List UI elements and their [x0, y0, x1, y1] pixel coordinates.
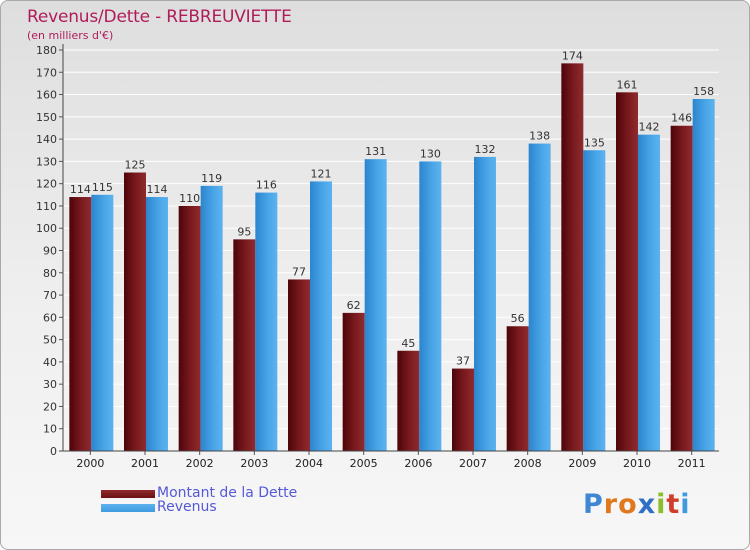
data-label: 110 [179, 192, 200, 205]
y-tick-label: 140 [36, 133, 57, 146]
y-tick-label: 40 [43, 356, 57, 369]
data-label: 130 [420, 147, 441, 160]
bar-dette [178, 205, 201, 451]
data-label: 119 [201, 172, 222, 185]
y-tick-label: 70 [43, 289, 57, 302]
proxiti-logo: Proxiti [583, 489, 691, 520]
y-tick-label: 160 [36, 89, 57, 102]
bar-revenus [310, 181, 332, 451]
logo-letter: i [680, 489, 691, 520]
bar-dette [397, 350, 420, 451]
data-label: 45 [401, 337, 415, 350]
bar-revenus [364, 159, 387, 451]
y-tick-label: 150 [36, 111, 57, 124]
data-label: 116 [256, 179, 277, 192]
x-tick-label: 2001 [131, 457, 159, 470]
y-tick-label: 80 [43, 267, 57, 280]
bar-dette [69, 197, 92, 451]
legend-swatch-revenus [101, 504, 155, 512]
x-tick-label: 2003 [240, 457, 268, 470]
bar-revenus [91, 194, 114, 452]
y-tick-label: 130 [36, 155, 57, 168]
chart-title: Revenus/Dette - REBREUVIETTE [27, 7, 292, 27]
y-tick-label: 60 [43, 311, 57, 324]
legend-label-dette: Montant de la Dette [157, 485, 298, 501]
x-tick-label: 2009 [568, 457, 596, 470]
bar-revenus [583, 150, 606, 451]
bar-revenus [528, 143, 551, 452]
y-tick-label: 170 [36, 66, 57, 79]
bar-dette [342, 312, 365, 451]
y-tick-label: 110 [36, 200, 57, 213]
bar-revenus [638, 134, 660, 451]
bar-dette [124, 172, 146, 451]
x-tick-label: 2000 [76, 457, 104, 470]
data-label: 121 [311, 167, 332, 180]
bar-dette [616, 92, 638, 452]
y-tick-label: 0 [50, 445, 57, 458]
y-tick-label: 180 [36, 44, 57, 57]
y-tick-label: 10 [43, 423, 57, 436]
y-tick-label: 50 [43, 334, 57, 347]
bar-revenus [419, 161, 442, 451]
data-label: 95 [237, 225, 251, 238]
data-label: 62 [347, 299, 361, 312]
bar-dette [561, 63, 584, 451]
bar-dette [670, 125, 693, 451]
x-tick-label: 2010 [623, 457, 651, 470]
logo-letter: i [656, 489, 667, 520]
data-label: 114 [147, 183, 168, 196]
bar-revenus [200, 185, 223, 451]
y-tick-label: 120 [36, 178, 57, 191]
x-tick-label: 2004 [295, 457, 323, 470]
data-label: 56 [511, 312, 525, 325]
data-label: 37 [456, 355, 470, 368]
bar-revenus [474, 156, 496, 451]
y-tick-label: 20 [43, 400, 57, 413]
logo-letter: o [618, 489, 638, 520]
logo-letter: r [603, 489, 619, 520]
bar-dette [288, 279, 310, 451]
data-label: 135 [584, 136, 605, 149]
x-tick-label: 2006 [404, 457, 432, 470]
bar-revenus [255, 192, 278, 452]
x-tick-label: 2011 [678, 457, 706, 470]
x-tick-label: 2005 [350, 457, 378, 470]
data-label: 161 [617, 78, 638, 91]
y-tick-label: 30 [43, 378, 57, 391]
y-tick-label: 90 [43, 245, 57, 258]
chart-subtitle: (en milliers d'€) [27, 29, 114, 42]
legend-swatch-dette [101, 490, 155, 498]
legend-label-revenus: Revenus [157, 499, 217, 515]
y-tick-label: 100 [36, 222, 57, 235]
x-tick-label: 2002 [186, 457, 214, 470]
bar-dette [452, 368, 474, 451]
logo-letter: P [583, 489, 604, 520]
logo-letter: x [637, 489, 657, 520]
data-label: 142 [639, 121, 660, 134]
data-label: 138 [529, 130, 550, 143]
data-label: 77 [292, 265, 306, 278]
data-label: 115 [92, 181, 113, 194]
data-label: 132 [475, 143, 496, 156]
data-label: 146 [671, 112, 692, 125]
bar-revenus [146, 197, 168, 451]
logo-letter: t [666, 489, 681, 520]
data-label: 174 [562, 49, 583, 62]
bar-revenus [692, 99, 715, 451]
bar-dette [506, 326, 529, 451]
x-tick-label: 2008 [514, 457, 542, 470]
data-label: 114 [70, 183, 91, 196]
bar-dette [233, 239, 256, 451]
x-tick-label: 2007 [459, 457, 487, 470]
data-label: 158 [693, 85, 714, 98]
data-label: 125 [125, 159, 146, 172]
data-label: 131 [365, 145, 386, 158]
